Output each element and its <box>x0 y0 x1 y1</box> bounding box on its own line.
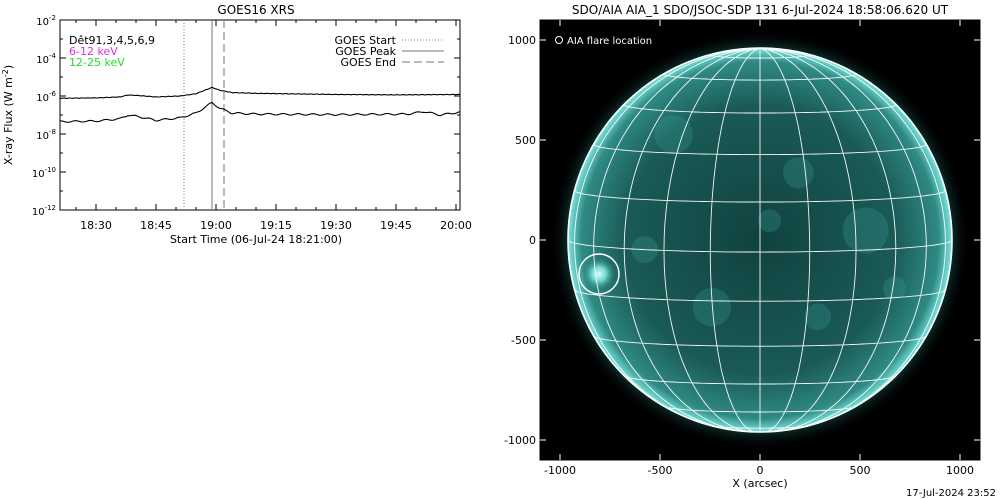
aia-legend: AIA flare location <box>555 36 652 47</box>
aia-grid-meridian <box>574 47 761 428</box>
goes-x-tick-label: 19:15 <box>260 219 292 232</box>
aia-title: SDO/AIA AIA_1 SDO/JSOC-SDP 131 6-Jul-202… <box>572 3 949 17</box>
aia-grid-parallel <box>574 190 946 203</box>
goes-plot-area: 10-2 10-4 10-6 10-8 10-10 10-12 18:30 18:45 19:0… <box>32 14 472 232</box>
legend-label-goes-peak: GOES Peak <box>335 45 396 58</box>
aia-x-tick-label: 1000 <box>946 464 974 477</box>
goes-y-tick-label: 10-12 <box>32 204 56 218</box>
goes-x-tick-label: 19:00 <box>200 219 232 232</box>
aia-x-tick-label: -1000 <box>544 464 576 477</box>
goes-series-label-6-12: 6-12 keV <box>69 45 118 58</box>
aia-x-axis-label: X (arcsec) <box>732 477 787 490</box>
aia-image <box>550 30 970 450</box>
aia-active-region <box>882 276 906 300</box>
aia-grid-parallel <box>593 144 927 156</box>
aia-grid-meridian <box>759 47 946 428</box>
aia-active-region <box>842 207 889 254</box>
legend-label-goes-end: GOES End <box>340 56 396 69</box>
aia-x-tick-label: 500 <box>850 464 871 477</box>
aia-grid-meridian <box>759 47 811 433</box>
goes-y-axis-label: X-ray Flux (W m-2) <box>1 65 15 165</box>
aia-grid-meridian <box>759 47 927 432</box>
aia-grid-parallel <box>711 425 809 429</box>
aia-grid-meridian <box>623 47 761 432</box>
aia-active-region <box>783 157 814 189</box>
aia-x-tick-label: 0 <box>757 464 764 477</box>
goes-x-tick-label: 19:30 <box>320 219 352 232</box>
aia-grid-parallel <box>567 239 953 253</box>
aia-grid-meridian <box>759 47 857 433</box>
aia-grid-meridian <box>663 47 761 433</box>
aia-grid-parallel <box>623 104 897 114</box>
aia-active-region <box>692 288 732 327</box>
aia-x-tick-label: -500 <box>648 464 673 477</box>
aia-grid-parallel <box>574 289 946 302</box>
aia-active-region <box>758 209 782 233</box>
aia-grid-parallel <box>709 54 811 59</box>
goes-detector-label: Dêt91,3,4,5,6,9 <box>69 34 155 47</box>
goes-series-6-12-kev <box>59 86 461 100</box>
aia-active-region <box>804 303 832 331</box>
aia-active-region <box>654 115 693 154</box>
aia-grid-parallel <box>664 406 856 413</box>
aia-grid-meridian <box>759 47 897 432</box>
goes-x-axis-label: Start Time (06-Jul-24 18:21:00) <box>170 233 342 246</box>
goes-series-label-12-25: 12-25 keV <box>69 56 125 69</box>
goes-x-tick-label: 19:45 <box>380 219 412 232</box>
aia-grid-parallel <box>593 336 927 347</box>
aia-grid-meridian <box>709 47 761 433</box>
aia-plot-area: -1000 -500 0 500 1000 1000 500 0 -500 -1000 <box>504 19 981 477</box>
goes-series-12-25-kev <box>60 101 461 123</box>
aia-y-tick-label: -500 <box>511 334 536 347</box>
aia-y-tick-label: -1000 <box>504 434 536 447</box>
legend-label-goes-start: GOES Start <box>335 34 397 47</box>
footer-timestamp: 17-Jul-2024 23:52 <box>906 488 996 499</box>
aia-flare-brightening <box>583 258 615 290</box>
goes-y-tick-label: 10-10 <box>32 166 56 180</box>
goes-y-tick-label: 10-6 <box>36 90 56 104</box>
aia-grid-parallel <box>624 375 896 385</box>
legend-circle-marker <box>555 36 563 44</box>
goes-y-tick-label: 10-8 <box>36 128 56 142</box>
legend-label-aia-flare-location: AIA flare location <box>567 36 652 47</box>
aia-solar-limb <box>567 47 953 433</box>
aia-y-tick-label: 500 <box>515 134 536 147</box>
aia-flare-location-marker <box>578 253 620 295</box>
goes-x-tick-label: 20:00 <box>440 219 472 232</box>
goes-y-tick-label: 10-4 <box>36 52 56 66</box>
aia-y-tick-label: 1000 <box>508 34 536 47</box>
aia-y-tick-label: 0 <box>529 234 536 247</box>
goes-x-tick-label: 18:30 <box>80 219 112 232</box>
goes-legend: GOES Start GOES Peak GOES End <box>335 34 444 69</box>
goes-title: GOES16 XRS <box>217 3 294 17</box>
goes-y-tick-label: 10-2 <box>36 14 56 28</box>
aia-grid-meridian <box>593 47 761 432</box>
goes-x-tick-label: 18:45 <box>140 219 172 232</box>
aia-grid-parallel <box>663 73 857 81</box>
